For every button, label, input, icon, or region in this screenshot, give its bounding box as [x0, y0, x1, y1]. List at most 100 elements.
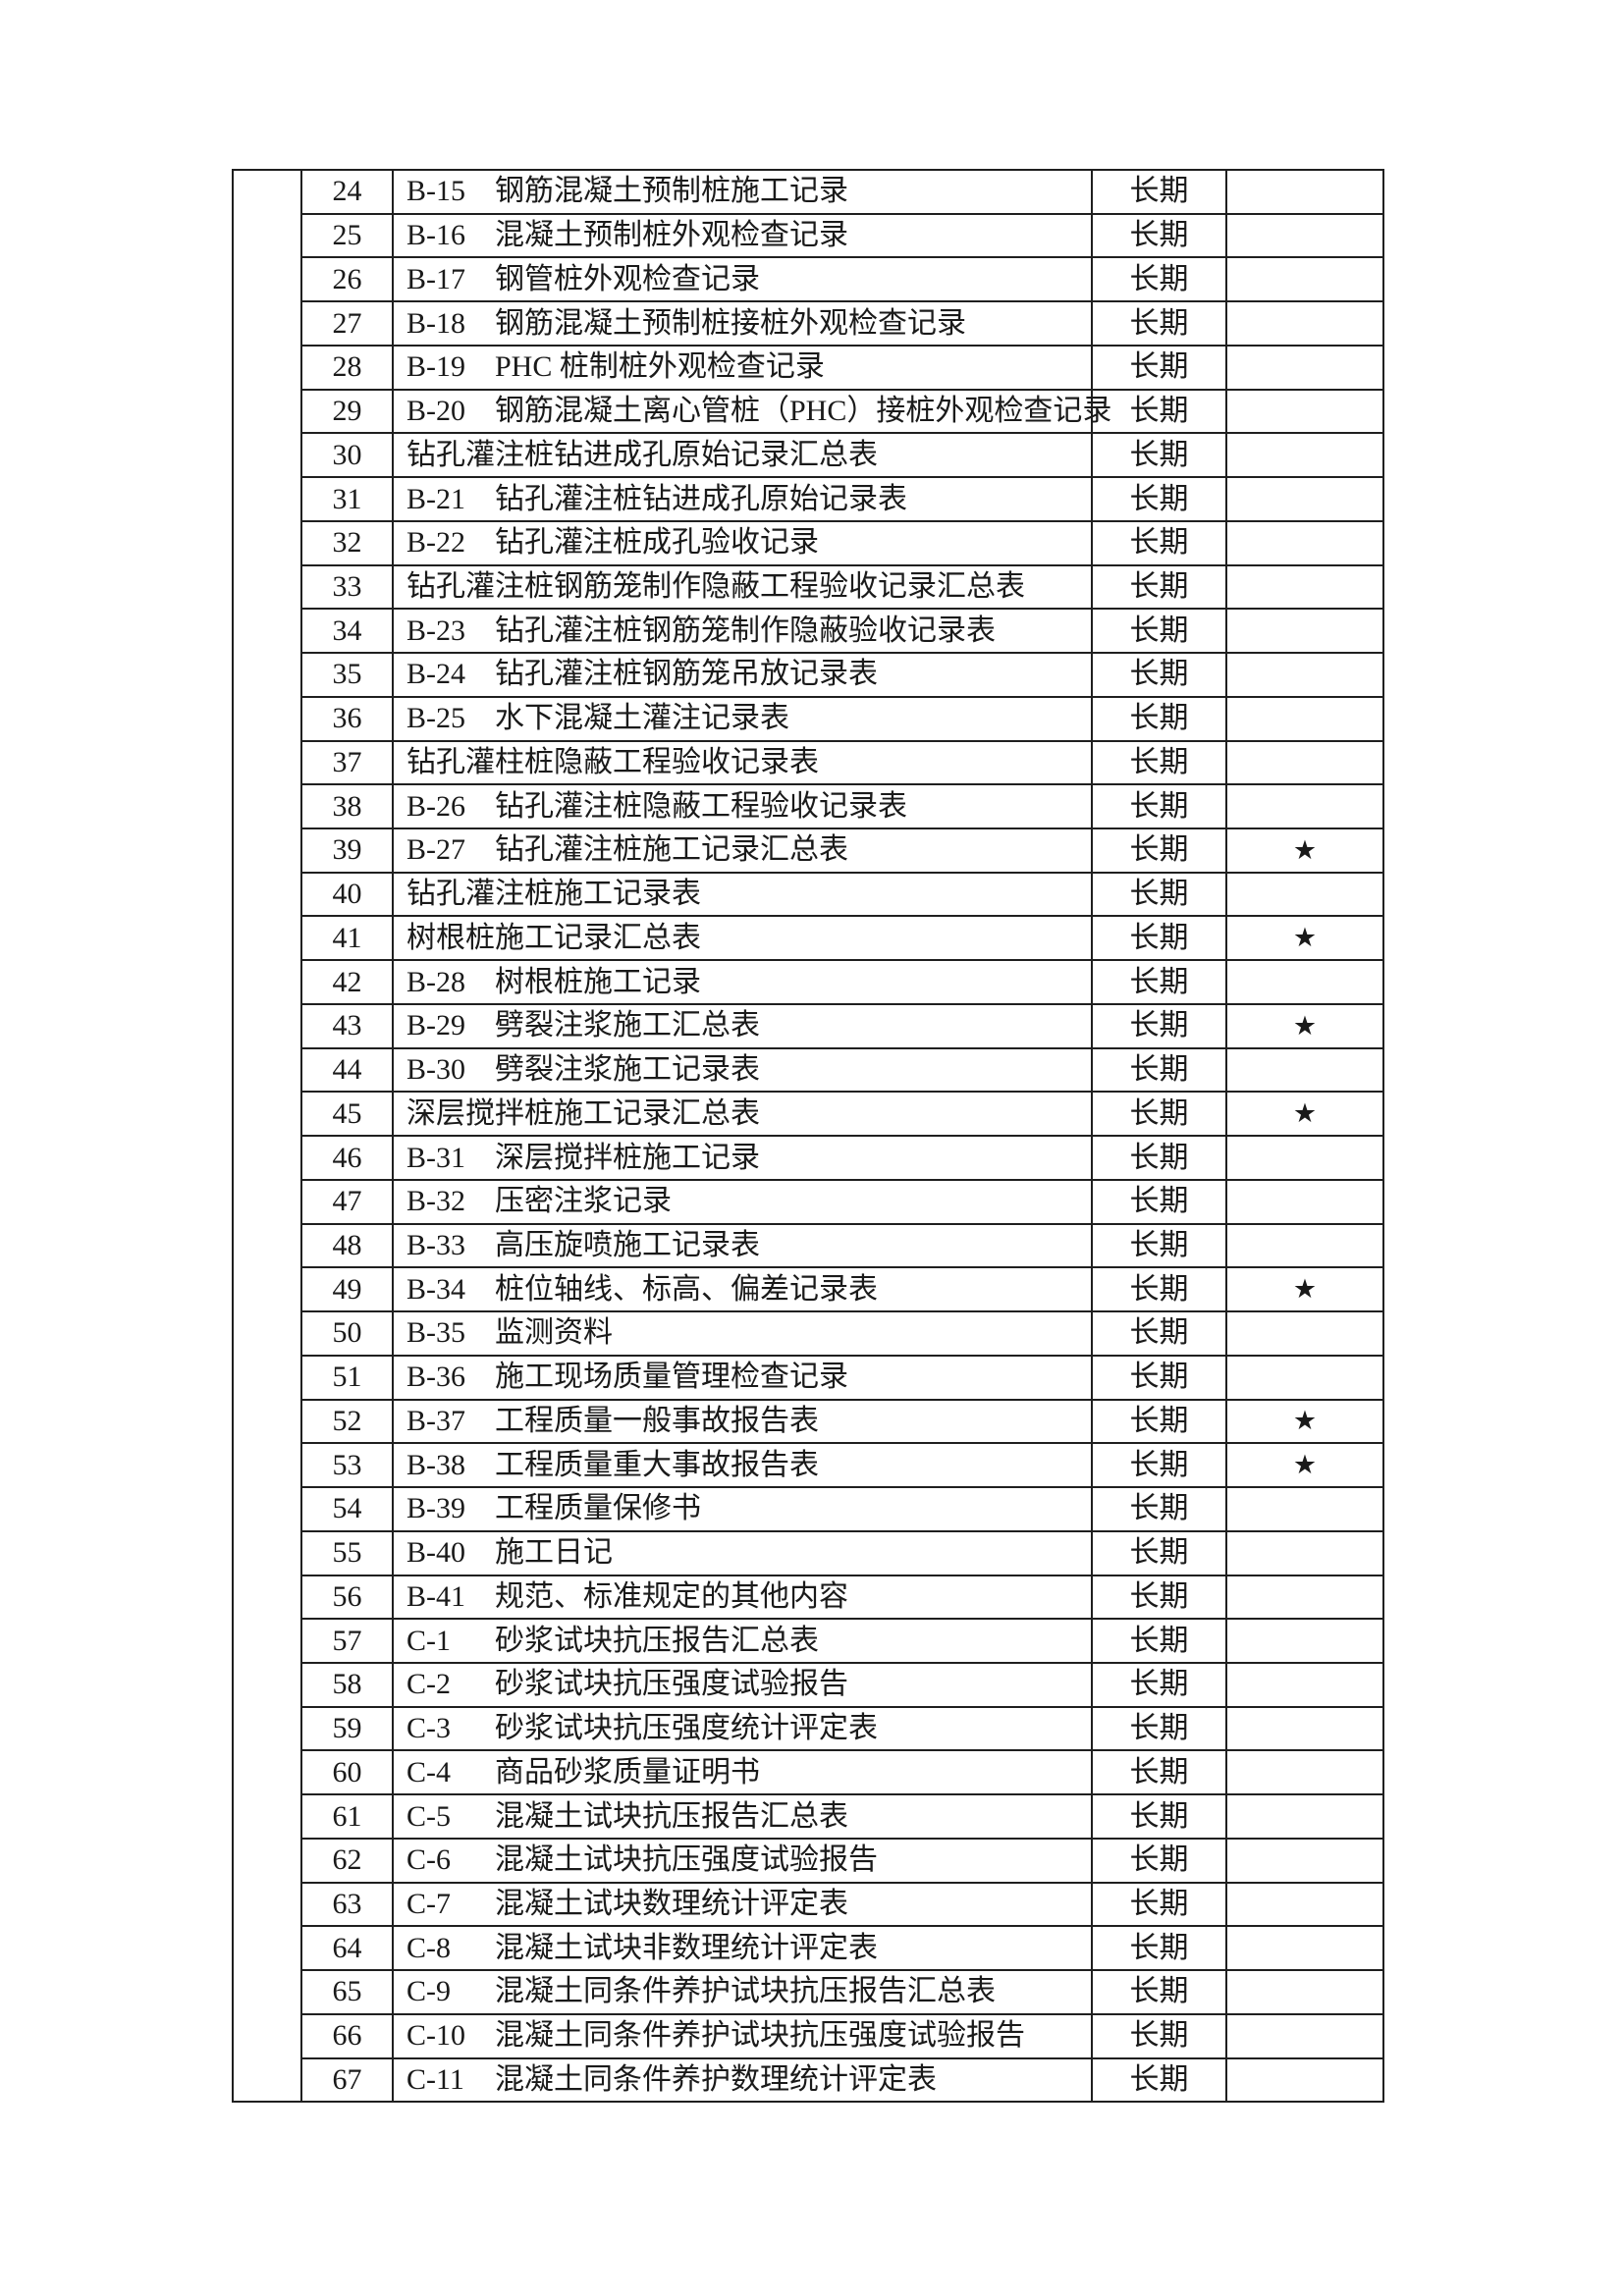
item-code: C-2	[406, 1668, 451, 1701]
category-spanner-cell	[234, 171, 302, 2101]
item-name-cell: 钻孔灌柱桩隐蔽工程验收记录表	[394, 741, 1093, 784]
star-cell	[1227, 522, 1382, 564]
retention-period-cell: 长期	[1093, 1444, 1227, 1487]
item-code: B-41	[406, 1579, 465, 1613]
item-title: 水下混凝土灌注记录表	[495, 702, 789, 735]
star-cell	[1227, 698, 1382, 740]
item-code: B-16	[406, 219, 465, 252]
star-cell	[1227, 391, 1382, 433]
retention-period-cell: 长期	[1093, 1620, 1227, 1662]
item-code: C-8	[406, 1931, 451, 1964]
item-title: 钻孔灌注桩施工记录表	[406, 878, 701, 911]
table-row: 48 B-33 高压旋喷施工记录表 长期	[302, 1224, 1382, 1269]
table-row: 32 B-22 钻孔灌注桩成孔验收记录 长期	[302, 521, 1382, 566]
item-name-cell: B-19 PHC 桩制桩外观检查记录	[394, 346, 1093, 389]
item-code: C-6	[406, 1843, 451, 1877]
row-number-cell: 34	[302, 610, 394, 653]
item-title: 工程质量一般事故报告表	[495, 1404, 819, 1437]
item-title: 钻孔灌注桩钢筋笼吊放记录表	[495, 658, 878, 691]
table-row: 47 B-32 压密注浆记录 长期	[302, 1180, 1382, 1225]
star-cell	[1227, 1049, 1382, 1092]
retention-period-cell: 长期	[1093, 478, 1227, 520]
star-cell: ★	[1227, 1268, 1382, 1310]
retention-period-cell: 长期	[1093, 1883, 1227, 1926]
retention-period-cell: 长期	[1093, 829, 1227, 872]
item-title: 桩位轴线、标高、偏差记录表	[495, 1272, 878, 1306]
row-number-cell: 53	[302, 1444, 394, 1487]
item-title: PHC 桩制桩外观检查记录	[495, 350, 825, 384]
row-number-cell: 37	[302, 741, 394, 784]
star-cell	[1227, 610, 1382, 652]
item-code: B-24	[406, 658, 465, 691]
row-number-cell: 64	[302, 1927, 394, 1970]
row-number-cell: 29	[302, 390, 394, 433]
item-name-cell: B-35 监测资料	[394, 1312, 1093, 1355]
item-name-cell: B-31 深层搅拌桩施工记录	[394, 1137, 1093, 1179]
item-title: 钢筋混凝土预制桩接桩外观检查记录	[495, 306, 966, 340]
item-code: B-28	[406, 965, 465, 998]
retention-period-cell: 长期	[1093, 873, 1227, 916]
star-cell	[1227, 566, 1382, 609]
item-name-cell: B-33 高压旋喷施工记录表	[394, 1224, 1093, 1267]
item-name-cell: C-1 砂浆试块抗压报告汇总表	[394, 1620, 1093, 1662]
table-row: 45 深层搅拌桩施工记录汇总表 长期 ★	[302, 1093, 1382, 1138]
table-row: 29 B-20 钢筋混凝土离心管桩（PHC）接桩外观检查记录 长期	[302, 390, 1382, 435]
item-code: B-34	[406, 1272, 465, 1306]
star-cell	[1227, 1795, 1382, 1838]
retention-period-cell: 长期	[1093, 654, 1227, 696]
item-code: B-39	[406, 1492, 465, 1525]
retention-period-cell: 长期	[1093, 214, 1227, 257]
star-icon: ★	[1292, 1010, 1318, 1041]
table-row: 46 B-31 深层搅拌桩施工记录 长期	[302, 1137, 1382, 1181]
item-name-cell: C-9 混凝土同条件养护试块抗压报告汇总表	[394, 1971, 1093, 2013]
retention-period-cell: 长期	[1093, 917, 1227, 960]
table-rows: 24 B-15 钢筋混凝土预制桩施工记录 长期 25 B-16 混凝土预制桩外观检查记录 长期…	[302, 171, 1382, 2102]
table-row: 33 钻孔灌注桩钢筋笼制作隐蔽工程验收记录汇总表 长期	[302, 565, 1382, 611]
row-number-cell: 52	[302, 1400, 394, 1443]
item-title: 深层搅拌桩施工记录	[495, 1141, 760, 1174]
star-cell	[1227, 1357, 1382, 1399]
row-number-cell: 42	[302, 961, 394, 1003]
star-cell	[1227, 874, 1382, 916]
item-name-cell: C-11 混凝土同条件养护数理统计评定表	[394, 2058, 1093, 2102]
star-cell	[1227, 1488, 1382, 1530]
retention-period-cell: 长期	[1093, 1795, 1227, 1838]
item-title: 规范、标准规定的其他内容	[495, 1579, 848, 1613]
star-cell	[1227, 1884, 1382, 1926]
item-title: 混凝土同条件养护数理统计评定表	[495, 2062, 937, 2096]
item-name-cell: B-40 施工日记	[394, 1531, 1093, 1575]
item-title: 混凝土预制桩外观检查记录	[495, 219, 848, 252]
star-icon: ★	[1292, 834, 1318, 866]
star-cell	[1227, 1840, 1382, 1882]
retention-period-cell: 长期	[1093, 434, 1227, 477]
star-cell	[1227, 1708, 1382, 1750]
item-name-cell: B-25 水下混凝土灌注记录表	[394, 697, 1093, 740]
row-number-cell: 62	[302, 1839, 394, 1882]
item-code: C-4	[406, 1755, 451, 1789]
star-cell	[1227, 742, 1382, 784]
star-cell: ★	[1227, 829, 1382, 872]
item-title: 钻孔灌柱桩隐蔽工程验收记录表	[406, 745, 819, 778]
item-code: C-11	[406, 2062, 464, 2096]
table-row: 62 C-6 混凝土试块抗压强度试验报告 长期	[302, 1839, 1382, 1884]
item-name-cell: C-10 混凝土同条件养护试块抗压强度试验报告	[394, 2014, 1093, 2057]
table-row: 58 C-2 砂浆试块抗压强度试验报告 长期	[302, 1663, 1382, 1708]
item-title: 混凝土同条件养护试块抗压报告汇总表	[495, 1975, 996, 2008]
retention-period-cell: 长期	[1093, 346, 1227, 389]
row-number-cell: 50	[302, 1312, 394, 1355]
retention-period-cell: 长期	[1093, 1488, 1227, 1530]
item-name-cell: 钻孔灌注桩钢筋笼制作隐蔽工程验收记录汇总表	[394, 565, 1093, 609]
item-name-cell: B-32 压密注浆记录	[394, 1180, 1093, 1223]
item-code: B-17	[406, 262, 465, 295]
table-row: 28 B-19 PHC 桩制桩外观检查记录 长期	[302, 346, 1382, 391]
table-row: 60 C-4 商品砂浆质量证明书 长期	[302, 1751, 1382, 1796]
row-number-cell: 56	[302, 1575, 394, 1619]
table-row: 53 B-38 工程质量重大事故报告表 长期 ★	[302, 1444, 1382, 1489]
retention-period-cell: 长期	[1093, 171, 1227, 213]
row-number-cell: 35	[302, 654, 394, 696]
item-code: B-32	[406, 1185, 465, 1218]
row-number-cell: 24	[302, 171, 394, 213]
retention-period-cell: 长期	[1093, 2014, 1227, 2057]
table-row: 42 B-28 树根桩施工记录 长期	[302, 961, 1382, 1005]
item-code: B-18	[406, 306, 465, 340]
